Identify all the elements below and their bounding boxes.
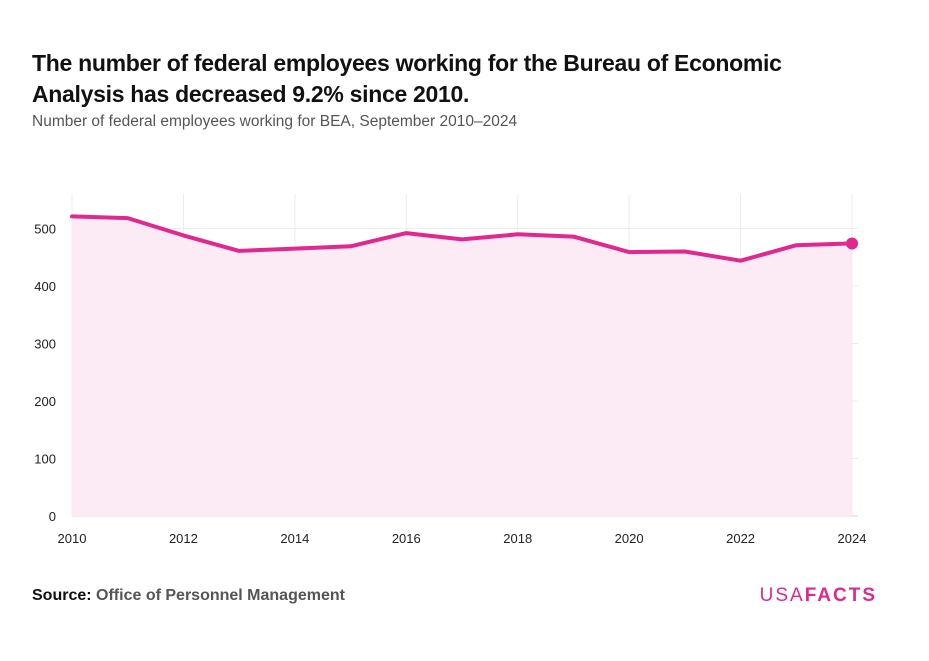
y-axis-ticks: 0 100 200 300 400 500 xyxy=(34,222,56,525)
source-label: Source: xyxy=(32,587,92,604)
source-note: Source: Office of Personnel Management xyxy=(32,587,345,605)
data-point xyxy=(516,232,520,236)
x-tick-label: 2016 xyxy=(392,531,421,546)
data-point xyxy=(739,259,743,263)
y-tick-label: 0 xyxy=(49,509,56,524)
end-point-marker xyxy=(846,237,858,250)
data-point xyxy=(627,250,631,254)
x-tick-label: 2012 xyxy=(169,531,198,546)
x-tick-label: 2014 xyxy=(280,531,309,546)
data-point xyxy=(404,231,408,235)
series-line xyxy=(70,214,854,263)
x-tick-label: 2010 xyxy=(58,531,87,546)
data-point xyxy=(126,216,130,220)
data-point xyxy=(293,247,297,251)
logo-usa: USA xyxy=(759,585,805,606)
source-value: Office of Personnel Management xyxy=(96,587,345,604)
usafacts-logo: USAFACTS xyxy=(760,585,877,607)
y-tick-label: 200 xyxy=(34,394,56,409)
data-point xyxy=(181,233,185,237)
x-tick-label: 2022 xyxy=(726,531,755,546)
x-tick-label: 2018 xyxy=(503,531,532,546)
chart-subtitle: Number of federal employees working for … xyxy=(32,113,518,130)
x-tick-label: 2020 xyxy=(615,531,644,546)
y-tick-label: 400 xyxy=(34,279,56,294)
data-point xyxy=(683,250,687,254)
data-point xyxy=(349,244,353,248)
y-tick-label: 100 xyxy=(34,452,56,467)
data-point xyxy=(70,214,74,218)
data-point xyxy=(571,235,575,239)
x-tick-label: 2024 xyxy=(838,531,867,546)
chart-title: The number of federal employees working … xyxy=(32,50,782,107)
data-point xyxy=(794,243,798,247)
logo-facts: FACTS xyxy=(804,585,877,606)
data-point xyxy=(460,237,464,241)
y-tick-label: 500 xyxy=(34,222,56,237)
area-fill xyxy=(72,216,852,516)
y-tick-label: 300 xyxy=(34,337,56,352)
data-points xyxy=(70,214,858,263)
data-point xyxy=(237,249,241,253)
x-axis-ticks: 2010 2012 2014 2016 2018 2020 2022 2024 xyxy=(58,531,867,546)
